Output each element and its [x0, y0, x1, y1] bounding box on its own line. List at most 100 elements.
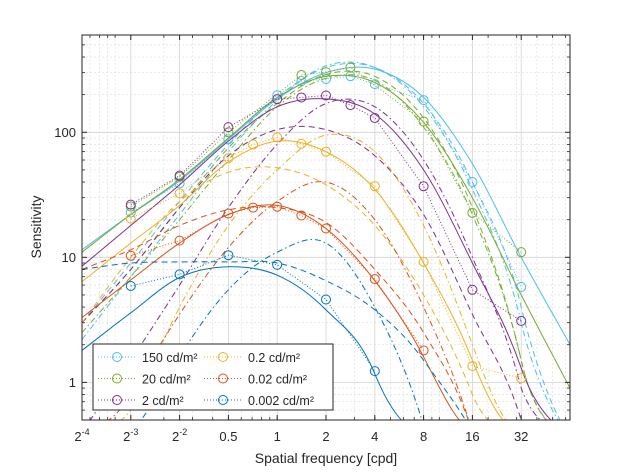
measured-point-0.002-cd-m — [321, 294, 331, 305]
measured-point-150-cd-m — [467, 177, 478, 188]
model-line-solid-150-cd-m — [82, 66, 570, 345]
measured-point-150-cd-m — [223, 134, 234, 145]
measured-point-0.2-cd-m — [272, 132, 283, 143]
x-tick-label: 4 — [371, 429, 378, 444]
legend-label: 0.2 cd/m² — [248, 351, 300, 365]
measured-point-150-cd-m — [296, 76, 307, 87]
measured-point-2-cd-m — [272, 94, 283, 105]
measured-point-20-cd-m — [516, 247, 527, 258]
measured-point-0.2-cd-m — [516, 373, 527, 384]
legend-marker — [218, 395, 228, 405]
measured-point-2-cd-m — [296, 92, 307, 103]
measured-point-2-cd-m — [125, 199, 136, 210]
measured-point-20-cd-m — [467, 207, 478, 218]
measured-point-0.02-cd-m — [296, 210, 307, 221]
x-tick-label: 16 — [465, 429, 479, 444]
measured-point-20-cd-m — [321, 67, 331, 78]
measured-point-0.2-cd-m — [174, 188, 185, 199]
measured-line-2-cd-m — [130, 94, 522, 322]
measured-point-0.002-cd-m — [369, 366, 380, 377]
measured-point-0.2-cd-m — [248, 139, 259, 150]
model-line-dashed-2-cd-m — [82, 125, 523, 420]
measured-point-2-cd-m — [516, 315, 527, 326]
measured-point-150-cd-m — [418, 95, 429, 106]
model-line-solid-2-cd-m — [82, 98, 552, 420]
measured-point-2-cd-m — [345, 100, 356, 111]
measured-point-0.02-cd-m — [418, 345, 429, 356]
series-lines — [82, 61, 570, 420]
model-line-solid-20-cd-m — [82, 74, 570, 389]
x-tick-label: 8 — [420, 429, 427, 444]
measured-point-2-cd-m — [418, 181, 429, 192]
x-tick-label: 2 — [322, 429, 329, 444]
x-tick-label: 2-2 — [172, 427, 187, 444]
measured-point-0.2-cd-m — [369, 181, 380, 192]
measured-point-0.02-cd-m — [223, 208, 234, 219]
measured-line-20-cd-m — [130, 66, 522, 253]
model-line-solid-0.2-cd-m — [82, 140, 504, 420]
axis-ticks: 2-4 2-3 2-2 0.5 1 2 4 8 16 32 1 10 100 — [54, 35, 570, 444]
measured-point-0.2-cd-m — [418, 256, 429, 267]
legend-item: 0.002 cd/m² — [204, 394, 314, 408]
legend-item: 0.2 cd/m² — [204, 351, 300, 365]
model-line-solid-0.002-cd-m — [82, 266, 403, 420]
legend: 150 cd/m² 0.2 cd/m² 20 cd/m² 0.02 cd/m² 2 cd… — [92, 343, 334, 411]
model-line-dashed-0.2-cd-m — [82, 166, 489, 420]
measured-point-0.002-cd-m — [174, 269, 185, 280]
model-line-dashed-0.002-cd-m — [82, 260, 467, 420]
legend-marker — [112, 352, 122, 362]
legend-label: 0.002 cd/m² — [248, 394, 314, 408]
y-tick-label: 10 — [62, 250, 76, 265]
measured-point-0.02-cd-m — [248, 202, 259, 213]
measured-point-0.02-cd-m — [125, 250, 136, 261]
legend-label: 150 cd/m² — [142, 351, 198, 365]
legend-label: 2 cd/m² — [142, 394, 184, 408]
measured-point-0.002-cd-m — [125, 280, 136, 291]
measured-point-2-cd-m — [321, 90, 331, 101]
x-tick-label: 2-3 — [123, 427, 138, 444]
measured-point-2-cd-m — [174, 170, 185, 181]
measured-point-0.02-cd-m — [369, 274, 380, 285]
measured-point-0.02-cd-m — [272, 201, 283, 212]
x-axis-label: Spatial frequency [cpd] — [255, 450, 397, 466]
legend-marker — [218, 373, 228, 384]
legend-label: 20 cd/m² — [142, 373, 191, 387]
measured-point-20-cd-m — [223, 127, 234, 138]
legend-box — [92, 343, 334, 411]
legend-marker — [112, 395, 122, 405]
measured-point-20-cd-m — [345, 62, 356, 73]
x-tick-label: 2-4 — [74, 427, 89, 444]
measured-point-0.02-cd-m — [174, 235, 185, 246]
measured-point-0.02-cd-m — [321, 223, 331, 234]
measured-line-0.02-cd-m — [130, 206, 425, 351]
measured-point-20-cd-m — [418, 116, 429, 127]
legend-label: 0.02 cd/m² — [248, 373, 307, 387]
y-tick-label: 1 — [69, 375, 76, 390]
x-tick-label: 32 — [514, 429, 528, 444]
y-tick-label: 100 — [54, 125, 76, 140]
measured-point-2-cd-m — [223, 122, 234, 133]
legend-marker — [218, 352, 228, 362]
legend-item: 20 cd/m² — [98, 373, 191, 387]
x-tick-label: 0.5 — [219, 429, 237, 444]
measured-point-0.2-cd-m — [125, 213, 136, 224]
measured-point-0.2-cd-m — [467, 361, 478, 372]
x-tick-label: 1 — [274, 429, 281, 444]
measured-point-150-cd-m — [369, 79, 380, 90]
measured-point-20-cd-m — [296, 70, 307, 81]
measured-point-2-cd-m — [369, 113, 380, 124]
model-line-solid-0.02-cd-m — [82, 204, 460, 420]
legend-item: 2 cd/m² — [98, 394, 184, 408]
measured-point-2-cd-m — [467, 284, 478, 295]
legend-item: 150 cd/m² — [98, 351, 198, 365]
legend-marker — [112, 373, 122, 384]
measured-point-0.2-cd-m — [321, 146, 331, 157]
y-axis-label: Sensitivity — [28, 195, 44, 258]
measured-point-0.002-cd-m — [223, 250, 234, 261]
measured-point-150-cd-m — [125, 207, 136, 218]
measured-point-0.2-cd-m — [223, 153, 234, 164]
measured-point-0.002-cd-m — [272, 259, 283, 270]
measured-point-0.2-cd-m — [296, 138, 307, 149]
model-line-dashdot-150-cd-m — [82, 61, 559, 420]
